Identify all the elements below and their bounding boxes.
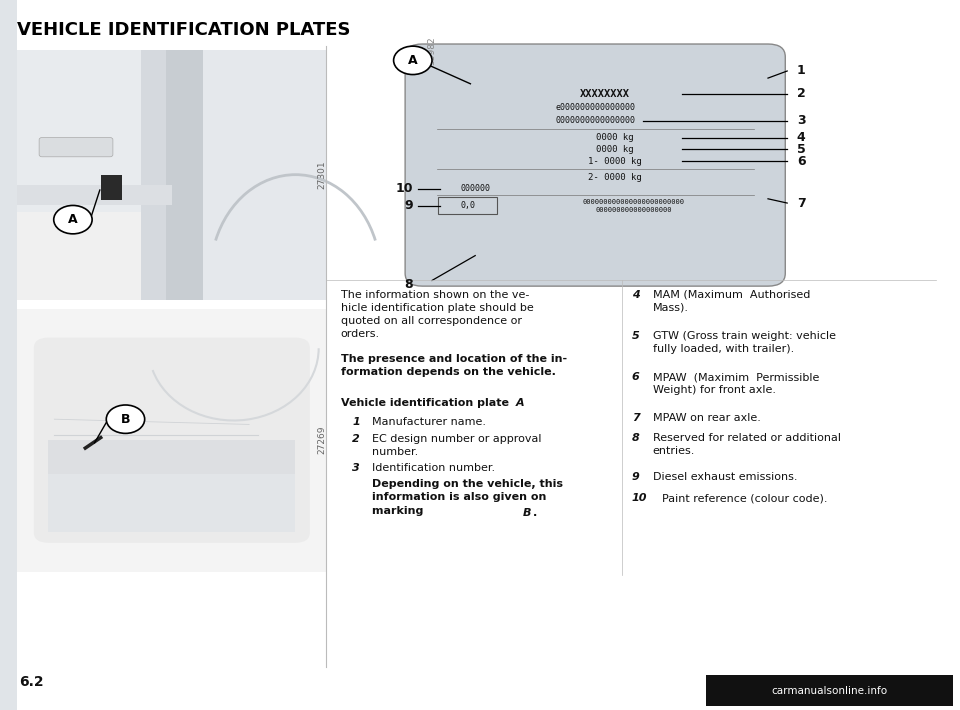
Text: Vehicle identification plate: Vehicle identification plate: [341, 398, 513, 408]
FancyBboxPatch shape: [48, 440, 296, 480]
Text: 4: 4: [797, 131, 805, 144]
FancyBboxPatch shape: [141, 50, 166, 300]
Text: 7: 7: [797, 197, 805, 209]
Text: 0000 kg: 0000 kg: [595, 145, 634, 153]
Text: carmanualsonline.info: carmanualsonline.info: [772, 686, 887, 696]
Text: 7: 7: [632, 413, 639, 423]
Text: VEHICLE IDENTIFICATION PLATES: VEHICLE IDENTIFICATION PLATES: [17, 21, 350, 39]
Text: B: B: [121, 413, 131, 426]
Text: Reserved for related or additional
entries.: Reserved for related or additional entri…: [653, 433, 841, 457]
Text: B: B: [523, 508, 532, 518]
Text: 10: 10: [396, 182, 413, 195]
Text: GTW (Gross train weight: vehicle
fully loaded, with trailer).: GTW (Gross train weight: vehicle fully l…: [653, 331, 836, 354]
Text: 6: 6: [797, 155, 805, 168]
Text: The presence and location of the in-
formation depends on the vehicle.: The presence and location of the in- for…: [341, 354, 567, 377]
Text: 27301: 27301: [317, 160, 326, 189]
FancyBboxPatch shape: [17, 50, 187, 212]
Text: 9: 9: [404, 200, 413, 212]
Text: 000000: 000000: [460, 185, 491, 193]
Text: 8: 8: [632, 433, 639, 443]
FancyBboxPatch shape: [34, 338, 310, 542]
Text: 0000 kg: 0000 kg: [595, 133, 634, 142]
Text: 1- 0000 kg: 1- 0000 kg: [588, 157, 641, 165]
Text: 27269: 27269: [317, 426, 326, 454]
Text: MAM (Maximum  Authorised
Mass).: MAM (Maximum Authorised Mass).: [653, 290, 810, 313]
Text: 000000000000000000000000: 000000000000000000000000: [583, 199, 684, 204]
Text: 5: 5: [797, 143, 805, 155]
FancyBboxPatch shape: [17, 185, 172, 204]
FancyBboxPatch shape: [203, 50, 326, 300]
Text: A: A: [68, 213, 78, 226]
Text: Identification number.: Identification number.: [372, 463, 494, 473]
Text: 2: 2: [352, 434, 360, 444]
Text: 1: 1: [797, 65, 805, 77]
Text: 2- 0000 kg: 2- 0000 kg: [588, 173, 641, 182]
Text: XXXXXXXX: XXXXXXXX: [580, 89, 630, 99]
Text: 35982: 35982: [427, 37, 437, 65]
Circle shape: [394, 46, 432, 75]
Text: 5: 5: [632, 331, 639, 341]
Text: 3: 3: [797, 114, 805, 127]
Text: 2: 2: [797, 87, 805, 100]
Text: 10: 10: [632, 493, 647, 503]
Text: 8: 8: [404, 278, 413, 290]
Text: e000000000000000: e000000000000000: [555, 104, 636, 112]
Text: 1: 1: [352, 417, 360, 427]
Text: 000000000000000000: 000000000000000000: [595, 207, 672, 213]
Text: Depending on the vehicle, this
information is also given on
marking: Depending on the vehicle, this informati…: [372, 479, 563, 515]
Text: EC design number or approval
number.: EC design number or approval number.: [372, 434, 541, 457]
Circle shape: [107, 405, 145, 433]
Text: MPAW on rear axle.: MPAW on rear axle.: [653, 413, 760, 423]
FancyBboxPatch shape: [166, 50, 203, 300]
FancyBboxPatch shape: [101, 175, 122, 200]
Text: 0000000000000000: 0000000000000000: [555, 116, 636, 125]
Text: 3: 3: [352, 463, 360, 473]
Text: 9: 9: [632, 472, 639, 482]
FancyBboxPatch shape: [39, 138, 113, 157]
Text: 4: 4: [632, 290, 639, 300]
Text: Diesel exhaust emissions.: Diesel exhaust emissions.: [653, 472, 798, 482]
Text: Paint reference (colour code).: Paint reference (colour code).: [662, 493, 828, 503]
FancyBboxPatch shape: [17, 50, 326, 300]
Text: A: A: [408, 54, 418, 67]
Text: 6: 6: [632, 372, 639, 382]
FancyBboxPatch shape: [706, 674, 953, 706]
FancyBboxPatch shape: [405, 44, 785, 286]
Text: Manufacturer name.: Manufacturer name.: [372, 417, 486, 427]
Text: .: .: [533, 508, 537, 518]
Text: The information shown on the ve-
hicle identification plate should be
quoted on : The information shown on the ve- hicle i…: [341, 290, 534, 339]
Text: 6.2: 6.2: [19, 674, 44, 689]
Text: MPAW  (Maximim  Permissible
Weight) for front axle.: MPAW (Maximim Permissible Weight) for fr…: [653, 372, 819, 395]
Text: 0,0: 0,0: [460, 202, 475, 210]
FancyBboxPatch shape: [438, 197, 497, 214]
FancyBboxPatch shape: [0, 0, 17, 710]
Circle shape: [54, 205, 92, 234]
Text: A: A: [516, 398, 524, 408]
FancyBboxPatch shape: [17, 309, 326, 572]
FancyBboxPatch shape: [48, 474, 296, 532]
